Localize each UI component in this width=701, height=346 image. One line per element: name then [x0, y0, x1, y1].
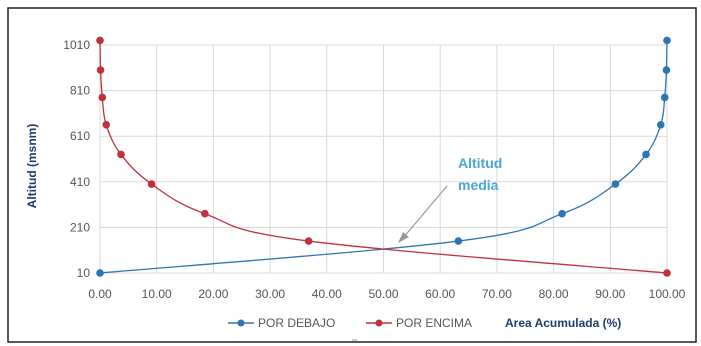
x-tick-label: 100.00 [649, 287, 686, 301]
data-point-por-encima [304, 237, 313, 245]
x-tick-label: 40.00 [312, 287, 342, 301]
series-line-por-debajo [99, 40, 668, 274]
data-point-por-encima [147, 180, 156, 188]
data-point-por-debajo [642, 150, 650, 159]
data-point-por-debajo [611, 180, 620, 188]
annotation-line-2: media [458, 177, 499, 193]
data-point-por-debajo [454, 237, 463, 245]
data-point-por-encima [117, 150, 125, 159]
data-point-por-debajo [662, 66, 671, 74]
data-point-por-encima [96, 36, 104, 45]
x-axis-title: Area Acumulada (%) [505, 316, 621, 330]
x-tick-label: 10.00 [142, 287, 172, 301]
legend-swatch-marker-por-debajo [237, 319, 245, 327]
series-layer [96, 36, 671, 277]
annotation-altitud-media: Altitud media [398, 155, 502, 243]
annotation-arrowhead [398, 232, 409, 243]
y-axis-title: Altitud (msnm) [25, 124, 39, 209]
y-tick-label: 10 [77, 266, 91, 280]
x-tick-label: 70.00 [482, 287, 512, 301]
y-tick-label: 410 [70, 175, 90, 189]
data-point-por-encima [96, 66, 105, 74]
x-tick-label: 60.00 [425, 287, 455, 301]
series-line-por-encima [99, 40, 668, 274]
data-point-por-debajo [96, 269, 104, 277]
axis-layer: 0.00 10.00 20.00 30.00 40.00 50.00 60.00 70.00 8… [63, 38, 685, 301]
y-tick-label: 610 [70, 129, 90, 143]
x-tick-label: 50.00 [368, 287, 398, 301]
x-tick-label: 30.00 [255, 287, 285, 301]
y-tick-label: 1010 [63, 38, 90, 52]
annotation-arrow-line [402, 185, 448, 239]
legend: POR DEBAJO POR ENCIMA [228, 316, 472, 330]
y-tick-label: 210 [70, 220, 90, 234]
data-point-por-encima [201, 209, 209, 218]
x-tick-label: 90.00 [595, 287, 625, 301]
legend-label-por-encima: POR ENCIMA [396, 316, 472, 330]
annotation-line-1: Altitud [458, 155, 502, 171]
data-point-por-debajo [558, 209, 566, 218]
x-tick-label: 20.00 [198, 287, 228, 301]
legend-swatch-marker-por-encima [375, 319, 383, 327]
x-tick-label: 80.00 [539, 287, 569, 301]
data-point-por-debajo [656, 121, 665, 129]
data-point-por-debajo [663, 36, 671, 45]
data-point-por-debajo [660, 93, 669, 102]
y-tick-label: 810 [70, 84, 90, 98]
legend-label-por-debajo: POR DEBAJO [258, 316, 335, 330]
data-point-por-encima [663, 269, 671, 277]
data-point-por-encima [102, 121, 111, 129]
data-point-por-encima [98, 93, 107, 102]
x-tick-label: 0.00 [88, 287, 112, 301]
